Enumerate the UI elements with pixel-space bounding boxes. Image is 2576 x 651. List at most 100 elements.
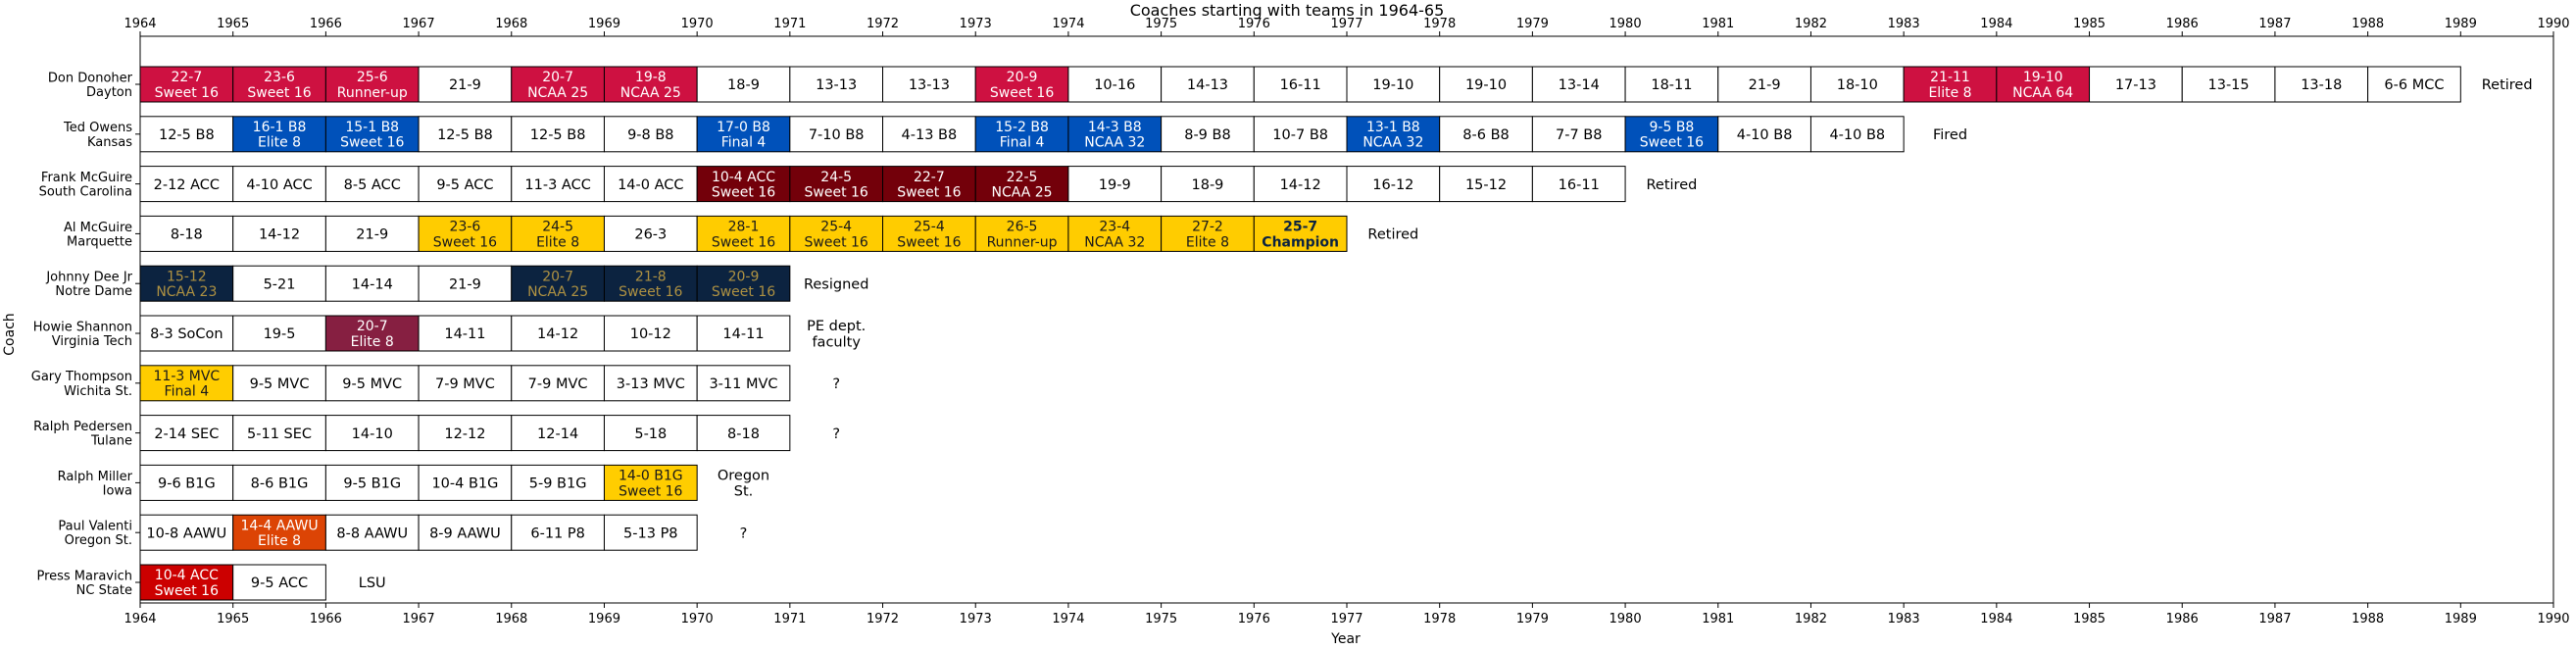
- season-label: 14-11: [444, 326, 485, 342]
- season-bar: [974, 116, 1069, 153]
- season-cell: 25-4 Sweet 16: [789, 215, 884, 252]
- season-label: 13-15: [2208, 77, 2250, 93]
- season-cell: 10-4 ACC Sweet 16: [696, 166, 791, 203]
- season-label: 4-10 B8: [1829, 127, 1885, 143]
- season-cell: 16-11: [1253, 66, 1348, 103]
- season-cell: 14-0 B1G Sweet 16: [603, 464, 698, 501]
- season-bar: [1531, 166, 1626, 203]
- season-label: 9-5 ACC: [251, 576, 308, 591]
- coach-outcome-note: LSU: [359, 576, 386, 591]
- season-bar: [511, 66, 605, 103]
- season-bar: [696, 415, 791, 452]
- x-tick-label-top: 1984: [1980, 17, 2012, 31]
- season-label: 20-7 Elite 8: [351, 319, 394, 350]
- season-label: 14-11: [722, 326, 764, 342]
- season-bar: [603, 265, 698, 302]
- season-cell: 11-3 MVC Final 4: [139, 365, 234, 402]
- season-label: 18-10: [1837, 77, 1878, 93]
- season-cell: 4-10 B8: [1717, 116, 1811, 153]
- season-cell: 13-14: [1531, 66, 1626, 103]
- season-cell: 28-1 Sweet 16: [696, 215, 791, 252]
- coach-outcome-note: ?: [740, 526, 748, 541]
- season-cell: 20-7 NCAA 25: [511, 66, 605, 103]
- season-label: 10-16: [1094, 77, 1135, 93]
- season-cell: 3-13 MVC: [603, 365, 698, 402]
- season-label: 10-4 ACC Sweet 16: [155, 568, 219, 599]
- season-bar: [1253, 215, 1348, 252]
- season-cell: 23-6 Sweet 16: [232, 66, 326, 103]
- season-label: 28-1 Sweet 16: [712, 220, 775, 251]
- x-tick-label-top: 1979: [1516, 17, 1549, 31]
- season-label: 14-4 AAWU Elite 8: [240, 518, 318, 549]
- season-label: 14-0 B1G Sweet 16: [619, 469, 683, 500]
- coach-outcome-note: Oregon St.: [718, 469, 769, 500]
- season-label: 26-5 Runner-up: [987, 220, 1058, 251]
- coach-label: Paul Valenti Oregon St.: [58, 520, 132, 549]
- season-cell: 14-4 AAWU Elite 8: [232, 514, 326, 551]
- x-tick-label-top: 1990: [2537, 17, 2569, 31]
- season-label: 18-9: [1192, 177, 1224, 193]
- season-label: 20-9 Sweet 16: [712, 269, 775, 300]
- season-label: 17-0 B8 Final 4: [717, 120, 770, 151]
- x-tick-label-top: 1973: [960, 17, 992, 31]
- season-cell: 9-5 MVC: [232, 365, 326, 402]
- x-tick-label-bottom: 1988: [2352, 612, 2384, 626]
- season-bar: [974, 215, 1069, 252]
- season-label: 19-10: [1372, 77, 1413, 93]
- season-label: 2-14 SEC: [154, 426, 219, 442]
- season-bar: [139, 166, 234, 203]
- season-cell: 14-12: [511, 315, 605, 352]
- season-cell: 20-7 NCAA 25: [511, 265, 605, 302]
- coach-label: Ralph Miller Iowa: [58, 470, 133, 499]
- season-label: 9-8 B8: [627, 127, 673, 143]
- season-label: 21-9: [449, 276, 481, 292]
- season-label: 7-7 B8: [1556, 127, 1602, 143]
- x-tick-label-bottom: 1969: [588, 612, 620, 626]
- season-cell: 5-11 SEC: [232, 415, 326, 452]
- x-tick-label-top: 1964: [124, 17, 156, 31]
- season-bar: [603, 514, 698, 551]
- season-cell: 10-16: [1067, 66, 1163, 103]
- season-cell: 26-5 Runner-up: [974, 215, 1069, 252]
- x-tick-label-top: 1977: [1330, 17, 1362, 31]
- season-bar: [603, 415, 698, 452]
- season-bar: [139, 415, 234, 452]
- season-cell: 17-0 B8 Final 4: [696, 116, 791, 153]
- season-cell: 25-4 Sweet 16: [882, 215, 976, 252]
- season-bar: [139, 514, 234, 551]
- season-bar: [324, 415, 420, 452]
- season-bar: [696, 365, 791, 402]
- season-label: 8-6 B8: [1462, 127, 1509, 143]
- season-bar: [232, 166, 326, 203]
- x-tick-label-bottom: 1985: [2073, 612, 2105, 626]
- season-label: 5-13 P8: [623, 526, 678, 541]
- season-label: 16-11: [1280, 77, 1321, 93]
- x-tick-label-top: 1974: [1052, 17, 1084, 31]
- season-bar: [511, 365, 605, 402]
- season-cell: 11-3 ACC: [511, 166, 605, 203]
- x-tick-label-bottom: 1979: [1516, 612, 1549, 626]
- season-cell: 21-9: [324, 215, 420, 252]
- season-label: 15-12: [1465, 177, 1507, 193]
- season-cell: 8-5 ACC: [324, 166, 420, 203]
- x-tick-label-top: 1978: [1423, 17, 1456, 31]
- season-label: 7-9 MVC: [435, 376, 495, 392]
- season-cell: 6-11 P8: [511, 514, 605, 551]
- season-bar: [511, 265, 605, 302]
- season-cell: 14-0 ACC: [603, 166, 698, 203]
- season-label: 9-5 B1G: [343, 476, 401, 492]
- season-label: 14-12: [537, 326, 578, 342]
- season-bar: [603, 166, 698, 203]
- coach-label: Ted Owens Kansas: [63, 121, 132, 150]
- x-tick-label-bottom: 1987: [2258, 612, 2291, 626]
- x-tick-label-bottom: 1980: [1610, 612, 1642, 626]
- season-cell: 27-2 Elite 8: [1161, 215, 1255, 252]
- season-cell: 10-4 ACC Sweet 16: [139, 564, 234, 601]
- season-cell: 15-12 NCAA 23: [139, 265, 234, 302]
- season-cell: 2-12 ACC: [139, 166, 234, 203]
- season-label: 10-8 AAWU: [146, 526, 226, 541]
- season-cell: 14-14: [324, 265, 420, 302]
- season-label: 24-5 Sweet 16: [805, 170, 868, 201]
- season-bar: [696, 315, 791, 352]
- season-cell: 12-14: [511, 415, 605, 452]
